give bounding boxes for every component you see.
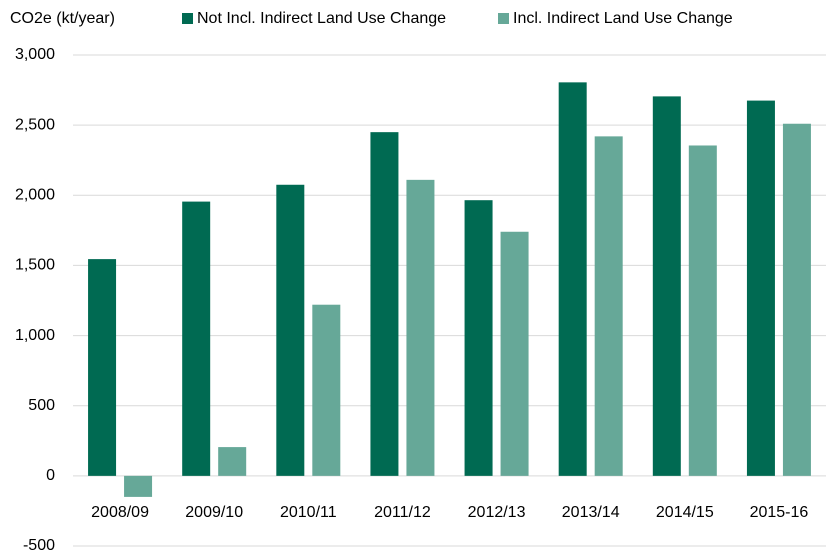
y-tick-label: -500 bbox=[23, 537, 55, 554]
y-tick-label: 3,000 bbox=[15, 46, 55, 63]
x-tick-label: 2010/11 bbox=[280, 504, 337, 521]
x-tick-label: 2014/15 bbox=[656, 504, 714, 521]
bar bbox=[594, 136, 623, 476]
legend-swatch bbox=[498, 13, 509, 24]
y-tick-label: 1,500 bbox=[15, 257, 55, 274]
x-tick-label: 2013/14 bbox=[562, 504, 620, 521]
legend-label: Not Incl. Indirect Land Use Change bbox=[197, 10, 446, 27]
y-tick-label: 2,000 bbox=[15, 187, 55, 204]
legend-label: Incl. Indirect Land Use Change bbox=[513, 10, 733, 27]
bar bbox=[558, 82, 587, 476]
bar bbox=[218, 447, 247, 476]
bar bbox=[182, 201, 211, 476]
x-tick-label: 2011/12 bbox=[374, 504, 431, 521]
x-tick-label: 2015-16 bbox=[750, 504, 809, 521]
bar bbox=[500, 231, 529, 476]
bar bbox=[782, 123, 811, 476]
y-tick-label: 500 bbox=[28, 397, 55, 414]
bar bbox=[370, 132, 399, 476]
y-tick-label: 2,500 bbox=[15, 116, 55, 133]
bar bbox=[652, 96, 681, 476]
legend-swatch bbox=[182, 13, 193, 24]
x-tick-label: 2008/09 bbox=[91, 504, 149, 521]
bar bbox=[124, 475, 153, 497]
bar bbox=[688, 145, 717, 476]
y-tick-label: 0 bbox=[46, 467, 55, 484]
y-tick-label: 1,000 bbox=[15, 327, 55, 344]
bar bbox=[88, 259, 117, 476]
x-tick-label: 2012/13 bbox=[468, 504, 526, 521]
bar bbox=[276, 184, 305, 476]
bar bbox=[464, 200, 493, 476]
bar bbox=[312, 304, 341, 476]
bar bbox=[406, 179, 435, 476]
x-tick-label: 2009/10 bbox=[185, 504, 243, 521]
y-axis-title: CO2e (kt/year) bbox=[10, 10, 115, 27]
bar bbox=[746, 100, 775, 476]
